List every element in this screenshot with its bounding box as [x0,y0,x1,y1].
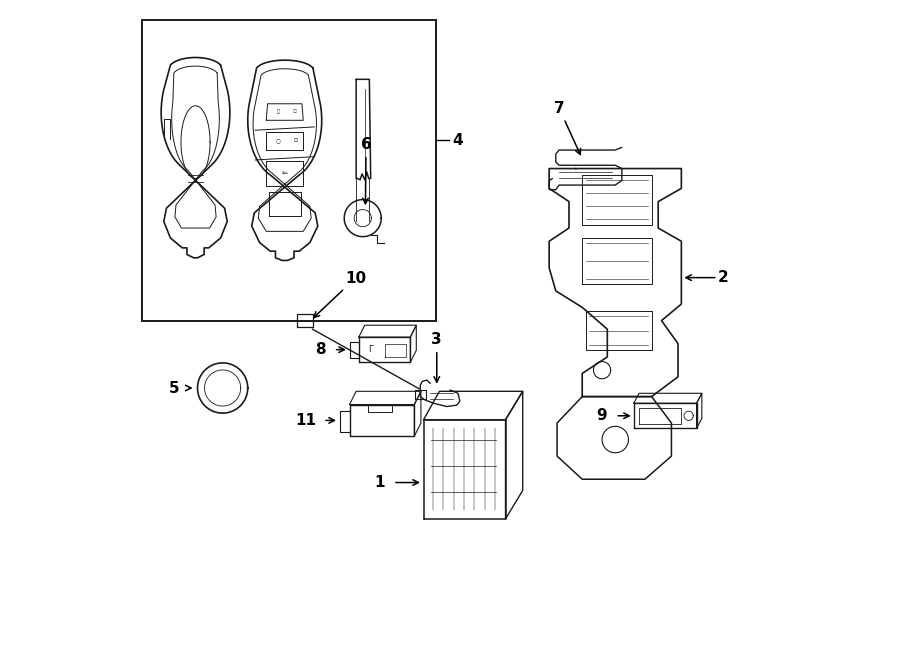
Text: ⊡: ⊡ [293,138,297,143]
Text: 1: 1 [374,475,385,490]
Text: 7: 7 [554,100,580,155]
Text: 3: 3 [431,332,442,382]
Text: 2: 2 [717,270,728,285]
Text: ○: ○ [275,138,281,143]
Text: □: □ [292,110,297,114]
Bar [142,20,436,321]
Text: ⌒: ⌒ [276,109,280,114]
Text: Γ: Γ [368,344,373,354]
Text: ⇐: ⇐ [282,170,288,176]
Text: 5: 5 [169,381,180,395]
Text: 9: 9 [597,408,608,423]
Text: 8: 8 [315,342,326,357]
Text: 6: 6 [361,137,372,204]
Text: 11: 11 [295,413,317,428]
Text: 10: 10 [314,270,366,317]
Text: 4: 4 [453,133,464,147]
